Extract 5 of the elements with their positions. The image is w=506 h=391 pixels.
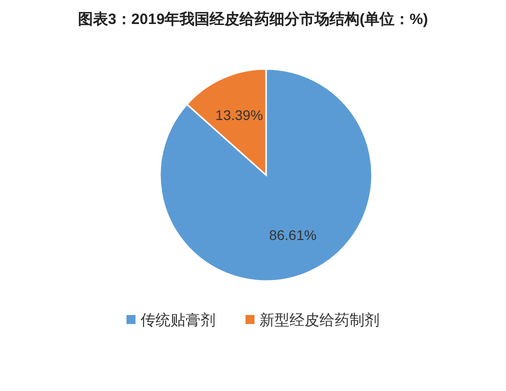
data-label: 86.61% <box>269 226 317 243</box>
legend-label: 传统贴膏剂 <box>140 312 216 329</box>
legend-label: 新型经皮给药制剂 <box>260 312 380 329</box>
chart-title: 图表3：2019年我国经皮给药细分市场结构(单位：%) <box>78 10 428 28</box>
data-label: 13.39% <box>215 107 263 124</box>
